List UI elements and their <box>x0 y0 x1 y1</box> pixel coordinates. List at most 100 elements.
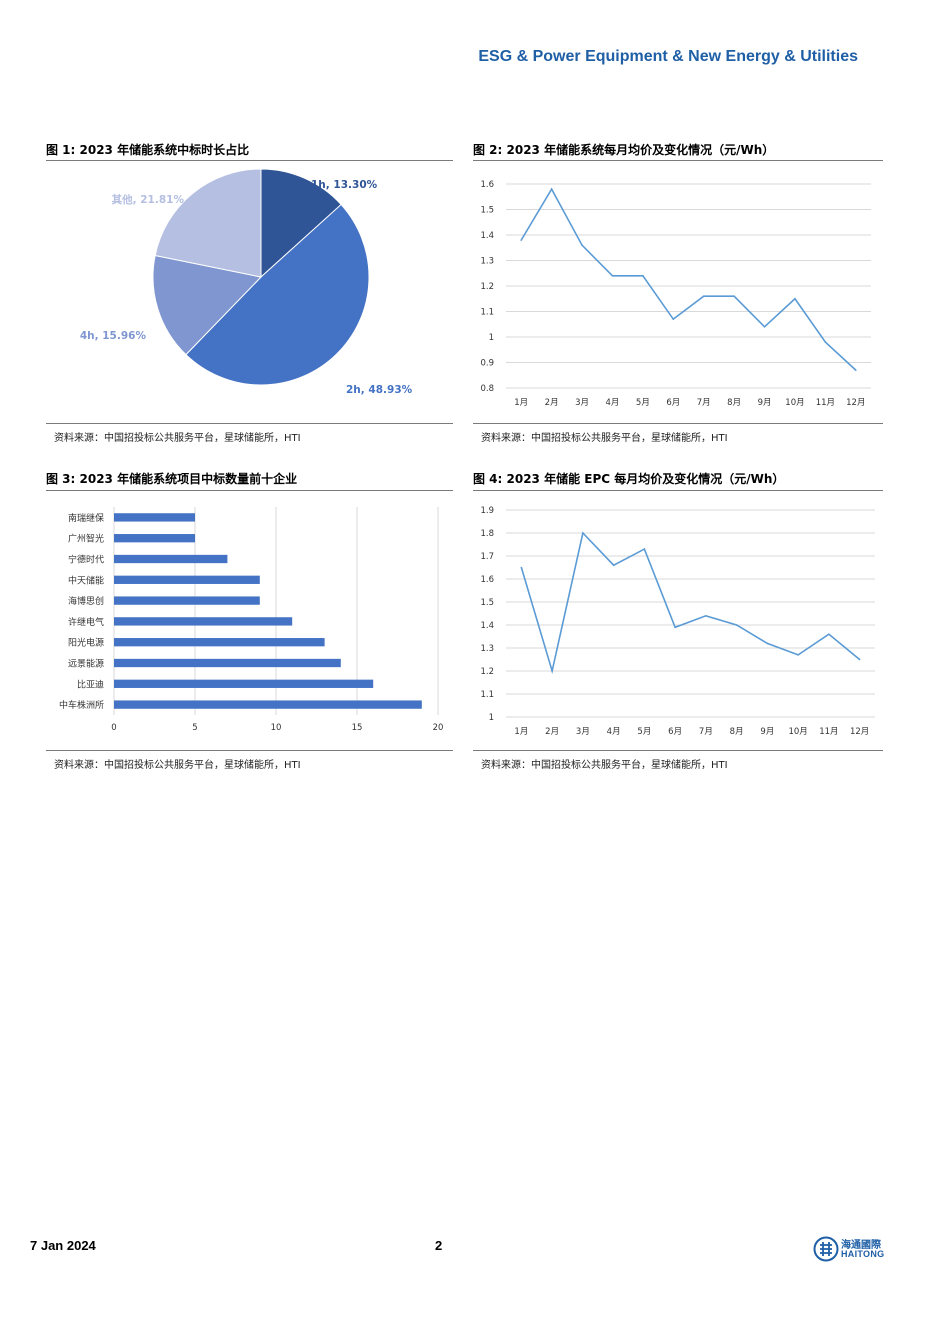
x-tick-label: 9月 <box>760 727 774 737</box>
pie-slice <box>185 203 370 386</box>
x-tick-label: 12月 <box>850 727 869 737</box>
x-tick-label: 7月 <box>697 398 711 408</box>
data-point <box>733 295 735 297</box>
data-point <box>674 626 676 629</box>
bar <box>114 700 422 709</box>
x-tick-label: 9月 <box>758 398 772 408</box>
figure-3-bar-chart: 0 5 10 15 20 南瑞继保广州智光宁德时代中天储能海博思创许继电气阳光电源远景能源… <box>59 507 443 733</box>
x-tick-label: 12月 <box>846 398 865 408</box>
data-point <box>582 532 584 534</box>
pie-slice-label: 2h, 48.93% <box>346 384 413 396</box>
figure-2-bottom-rule <box>473 423 883 424</box>
data-point <box>705 615 707 617</box>
pie-slice-label: 1h, 13.30% <box>311 179 378 191</box>
y-tick-label: 1.5 <box>480 206 494 216</box>
logo-english-text: HAITONG <box>841 1249 885 1259</box>
category-label: 南瑞继保 <box>68 512 104 524</box>
page-number: 2 <box>435 1238 443 1253</box>
data-point <box>824 341 827 343</box>
y-tick-label: 1.1 <box>480 308 494 318</box>
x-tick-label: 3月 <box>575 398 589 408</box>
haitong-logo-icon <box>813 1236 839 1262</box>
category-label: 阳光电源 <box>68 637 104 649</box>
y-tick-label: 1 <box>489 333 494 343</box>
figure-1-bottom-rule <box>46 423 453 424</box>
figure-3-top-rule <box>46 490 453 491</box>
figure-2-title: 图 2: 2023 年储能系统每月均价及变化情况（元/Wh） <box>473 143 775 157</box>
category-label: 广州智光 <box>68 533 104 545</box>
pie-slice <box>154 168 262 278</box>
data-point <box>735 624 738 626</box>
x-tick-label: 4月 <box>607 727 621 737</box>
data-point <box>642 275 644 277</box>
x-tick-label: 0 <box>111 723 116 733</box>
y-tick-label: 1.3 <box>480 257 494 267</box>
pie-slice <box>260 168 342 279</box>
x-tick-label: 1月 <box>514 398 528 408</box>
data-point <box>520 566 523 569</box>
bar <box>114 679 374 688</box>
bar <box>114 554 228 564</box>
data-point <box>551 670 553 672</box>
y-tick-label: 0.9 <box>480 359 494 369</box>
y-tick-label: 1.6 <box>480 180 494 190</box>
x-tick-label: 2月 <box>545 727 559 737</box>
x-tick-label: 8月 <box>727 398 741 408</box>
figure-1-top-rule <box>46 160 453 161</box>
bar <box>114 658 341 668</box>
figure-1-source: 资料来源：中国招投标公共服务平台，星球储能所，HTI <box>54 433 301 444</box>
data-point <box>763 326 766 328</box>
y-tick-label: 1.2 <box>480 667 494 677</box>
pie-slice <box>152 254 262 356</box>
category-label: 海博思创 <box>68 595 104 607</box>
x-tick-label: 8月 <box>730 727 744 737</box>
data-point <box>766 642 769 645</box>
pie-slice-label: 其他, 21.81% <box>112 193 185 206</box>
figure-1-panel: 图 1: 2023 年储能系统中标时长占比 1h, 13.30% 2h, 48.9… <box>46 141 453 451</box>
y-tick-label: 1.9 <box>480 506 494 516</box>
y-tick-label: 1.4 <box>480 621 494 631</box>
haitong-logo: 海通國際 HAITONG <box>813 1236 888 1264</box>
data-point <box>611 275 614 277</box>
data-point <box>643 548 646 550</box>
series-line <box>520 531 861 675</box>
bar <box>114 513 195 522</box>
bar <box>114 596 260 605</box>
figure-4-panel: 图 4: 2023 年储能 EPC 每月均价及变化情况（元/Wh） 1.9 1.8… <box>473 470 883 780</box>
y-tick-label: 0.8 <box>480 384 494 394</box>
figure-2-top-rule <box>473 160 883 161</box>
footer-date: 7 Jan 2024 <box>30 1238 96 1253</box>
x-tick-label: 5月 <box>636 398 650 408</box>
x-tick-label: 5 <box>192 723 197 733</box>
bar <box>114 638 325 647</box>
y-tick-label: 1.6 <box>480 575 494 585</box>
data-point <box>581 244 583 246</box>
x-tick-label: 10月 <box>785 398 804 408</box>
category-label: 许继电气 <box>68 616 104 628</box>
x-tick-label: 11月 <box>819 727 838 737</box>
figure-3-panel: 图 3: 2023 年储能系统项目中标数量前十企业 0 5 10 15 20 南瑞继保 广州… <box>46 470 453 780</box>
data-point <box>702 295 705 297</box>
y-tick-label: 1.3 <box>480 644 494 654</box>
y-tick-label: 1 <box>489 713 494 723</box>
figure-2-source: 资料来源：中国招投标公共服务平台，星球储能所，HTI <box>481 433 728 444</box>
data-point <box>797 654 799 656</box>
x-tick-label: 15 <box>352 723 363 733</box>
y-tick-label: 1.5 <box>480 598 494 608</box>
y-tick-label: 1.7 <box>480 552 494 562</box>
x-tick-label: 6月 <box>668 727 682 737</box>
figure-3-bottom-rule <box>46 750 453 751</box>
x-tick-label: 6月 <box>666 398 680 408</box>
data-point <box>612 564 615 566</box>
figure-1-pie-chart: 1h, 13.30% 2h, 48.93% 4h, 15.96% 其他, 21.81% <box>80 168 413 396</box>
y-tick-label: 1.1 <box>480 690 494 700</box>
figure-4-bottom-rule <box>473 750 883 751</box>
bar <box>114 575 260 584</box>
figure-4-top-rule <box>473 490 883 491</box>
bar <box>114 617 293 626</box>
x-tick-label: 7月 <box>699 727 713 737</box>
figure-4-source: 资料来源：中国招投标公共服务平台，星球储能所，HTI <box>481 760 728 771</box>
pie-slice-label: 4h, 15.96% <box>80 330 147 342</box>
x-tick-label: 5月 <box>637 727 651 737</box>
